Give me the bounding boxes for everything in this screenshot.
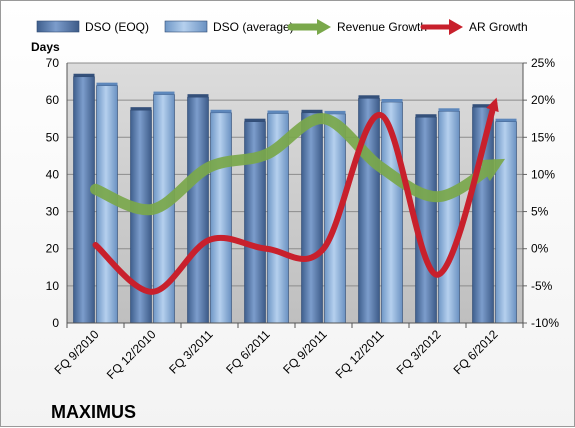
bar-top-dso-average	[267, 110, 289, 114]
bar-dso-eoq	[73, 76, 95, 324]
bar-top-dso-eoq	[301, 109, 323, 113]
left-tick-label: 20	[46, 242, 60, 256]
bar-dso-average	[438, 110, 460, 324]
legend-label: Revenue Growth	[337, 20, 427, 34]
legend-arrowhead-ar-growth	[449, 19, 463, 35]
bar-top-dso-average	[381, 99, 403, 102]
legend-swatch-dso-eoq	[36, 20, 80, 33]
legend-label: DSO (EOQ)	[85, 20, 149, 34]
bar-top-dso-eoq	[73, 73, 95, 77]
bar-dso-average	[210, 112, 232, 324]
left-tick-label: 50	[46, 130, 60, 144]
right-tick-label: -5%	[531, 279, 553, 293]
legend-arrowhead-revenue-growth	[317, 19, 331, 35]
x-tick-label: FQ 6/2011	[223, 327, 273, 377]
bar-top-dso-average	[324, 110, 346, 114]
right-tick-label: 20%	[531, 93, 555, 107]
bar-top-dso-average	[438, 108, 460, 112]
legend-swatch-dso-average	[164, 20, 208, 33]
bar-top-dso-eoq	[244, 118, 266, 122]
x-tick-label: FQ 9/2011	[280, 327, 330, 377]
bar-top-dso-average	[495, 118, 517, 122]
bar-dso-eoq	[301, 112, 323, 324]
line-series-group	[90, 97, 506, 295]
left-tick-label: 30	[46, 205, 60, 219]
x-tick-label: FQ 3/2012	[394, 327, 444, 377]
bar-dso-eoq	[187, 96, 209, 324]
left-axis-title: Days	[31, 40, 60, 54]
line-ar-growth	[92, 97, 499, 295]
right-tick-label: 10%	[531, 167, 555, 181]
left-tick-label: 10	[46, 279, 60, 293]
bar-top-dso-eoq	[130, 107, 152, 111]
left-tick-label: 40	[46, 167, 60, 181]
right-tick-label: 5%	[531, 205, 549, 219]
bar-top-dso-eoq	[472, 104, 494, 108]
right-tick-label: 25%	[531, 56, 555, 70]
bar-top-dso-average	[210, 109, 232, 113]
right-tick-label: -10%	[531, 316, 559, 330]
left-tick-label: 0	[52, 316, 59, 330]
bar-top-dso-eoq	[187, 94, 209, 98]
x-tick-label: FQ 12/2010	[104, 327, 159, 382]
x-tick-label: FQ 6/2012	[451, 327, 501, 377]
bar-top-dso-eoq	[358, 95, 380, 99]
x-tick-label: FQ 9/2010	[52, 327, 102, 377]
legend: DSO (EOQ) DSO (average) Revenue Growth AR G…	[36, 19, 528, 35]
line-revenue-growth	[90, 113, 506, 216]
right-tick-label: 15%	[531, 130, 555, 144]
bar-top-dso-average	[96, 82, 118, 86]
legend-label: AR Growth	[469, 20, 528, 34]
legend-label: DSO (average)	[213, 20, 294, 34]
company-label: MAXIMUS	[51, 402, 136, 422]
left-tick-label: 70	[46, 56, 60, 70]
bar-top-dso-average	[153, 91, 175, 95]
left-tick-label: 60	[46, 93, 60, 107]
x-tick-label: FQ 3/2011	[166, 327, 216, 377]
bar-top-dso-eoq	[415, 114, 437, 118]
bar-dso-eoq	[415, 116, 437, 324]
right-tick-label: 0%	[531, 242, 549, 256]
x-tick-label: FQ 12/2011	[333, 327, 387, 381]
bar-dso-average	[495, 121, 517, 324]
